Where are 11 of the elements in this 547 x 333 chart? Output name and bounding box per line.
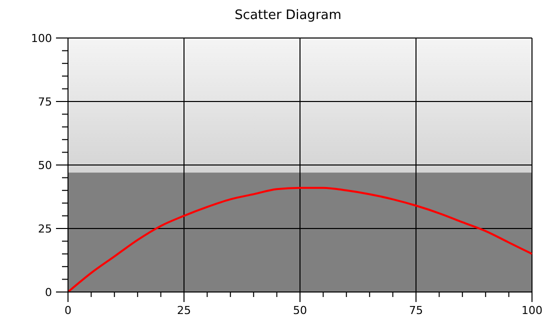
x-tick-label: 0: [64, 304, 72, 317]
x-tick-label: 75: [409, 304, 423, 317]
y-tick-label: 75: [38, 96, 52, 108]
y-tick-label: 0: [45, 286, 52, 299]
chart-title: Scatter Diagram: [234, 8, 342, 25]
x-tick-label: 50: [293, 304, 307, 317]
y-tick-label: 100: [31, 32, 52, 45]
y-tick-label: 25: [38, 222, 52, 236]
y-tick-label: 50: [38, 159, 52, 172]
x-tick-label: 25: [177, 304, 191, 317]
x-tick-label: 100: [522, 304, 542, 317]
